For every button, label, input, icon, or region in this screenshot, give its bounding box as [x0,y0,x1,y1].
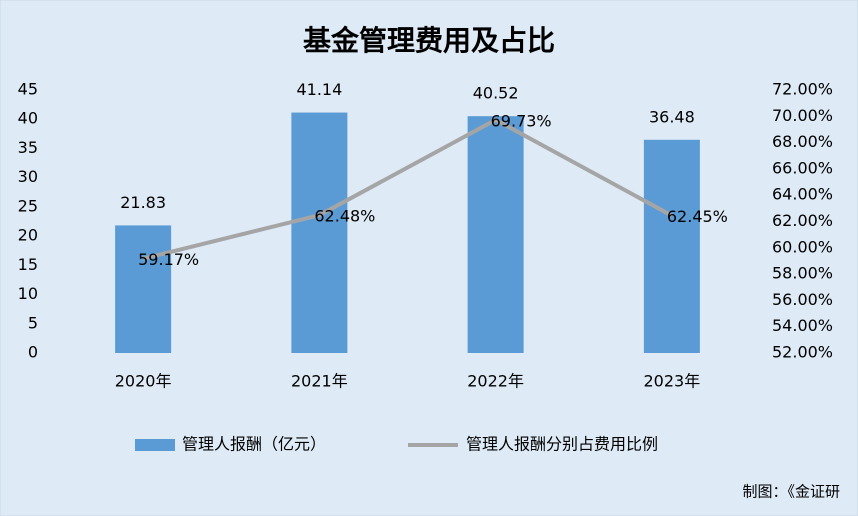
y-tick-label: 20 [18,226,38,245]
y2-tick-label: 56.00% [772,290,833,309]
legend-label: 管理人报酬分别占费用比例 [466,435,658,454]
legend-swatch [135,439,175,451]
x-tick-label: 2020年 [115,372,172,391]
bar [643,139,700,353]
y-tick-label: 45 [18,80,38,99]
y-tick-label: 0 [28,343,38,362]
y2-tick-label: 72.00% [772,80,833,99]
y2-tick-label: 66.00% [772,158,833,177]
bar [291,112,348,353]
line-value-label: 62.45% [667,207,728,226]
y-tick-label: 10 [18,284,38,303]
y-tick-label: 35 [18,138,38,157]
bar [467,116,524,354]
y-tick-label: 40 [18,109,38,128]
line-value-label: 62.48% [314,207,375,226]
y-tick-label: 25 [18,196,38,215]
y2-tick-label: 60.00% [772,237,833,256]
y2-tick-label: 70.00% [772,106,833,125]
chart-title: 基金管理费用及占比 [303,24,555,57]
bar-value-label: 40.52 [473,84,519,103]
y-tick-label: 15 [18,255,38,274]
y2-tick-label: 52.00% [772,343,833,362]
line [142,117,673,261]
bar [115,225,172,353]
line-value-label: 69.73% [491,111,552,130]
legend-label: 管理人报酬（亿元） [182,435,326,454]
x-tick-label: 2022年 [467,372,524,391]
y2-tick-label: 58.00% [772,264,833,283]
x-tick-label: 2023年 [644,372,701,391]
bar-value-label: 21.83 [120,193,166,212]
y-tick-label: 30 [18,167,38,186]
y2-tick-label: 54.00% [772,316,833,335]
y2-tick-label: 64.00% [772,185,833,204]
y2-tick-label: 62.00% [772,211,833,230]
x-tick-label: 2021年 [291,372,348,391]
y-tick-label: 5 [28,313,38,332]
y2-tick-label: 68.00% [772,132,833,151]
line-value-label: 59.17% [138,250,199,269]
bar-value-label: 41.14 [296,80,342,99]
bar-value-label: 36.48 [649,107,695,126]
source-note: 制图：《金证研 [742,483,840,501]
